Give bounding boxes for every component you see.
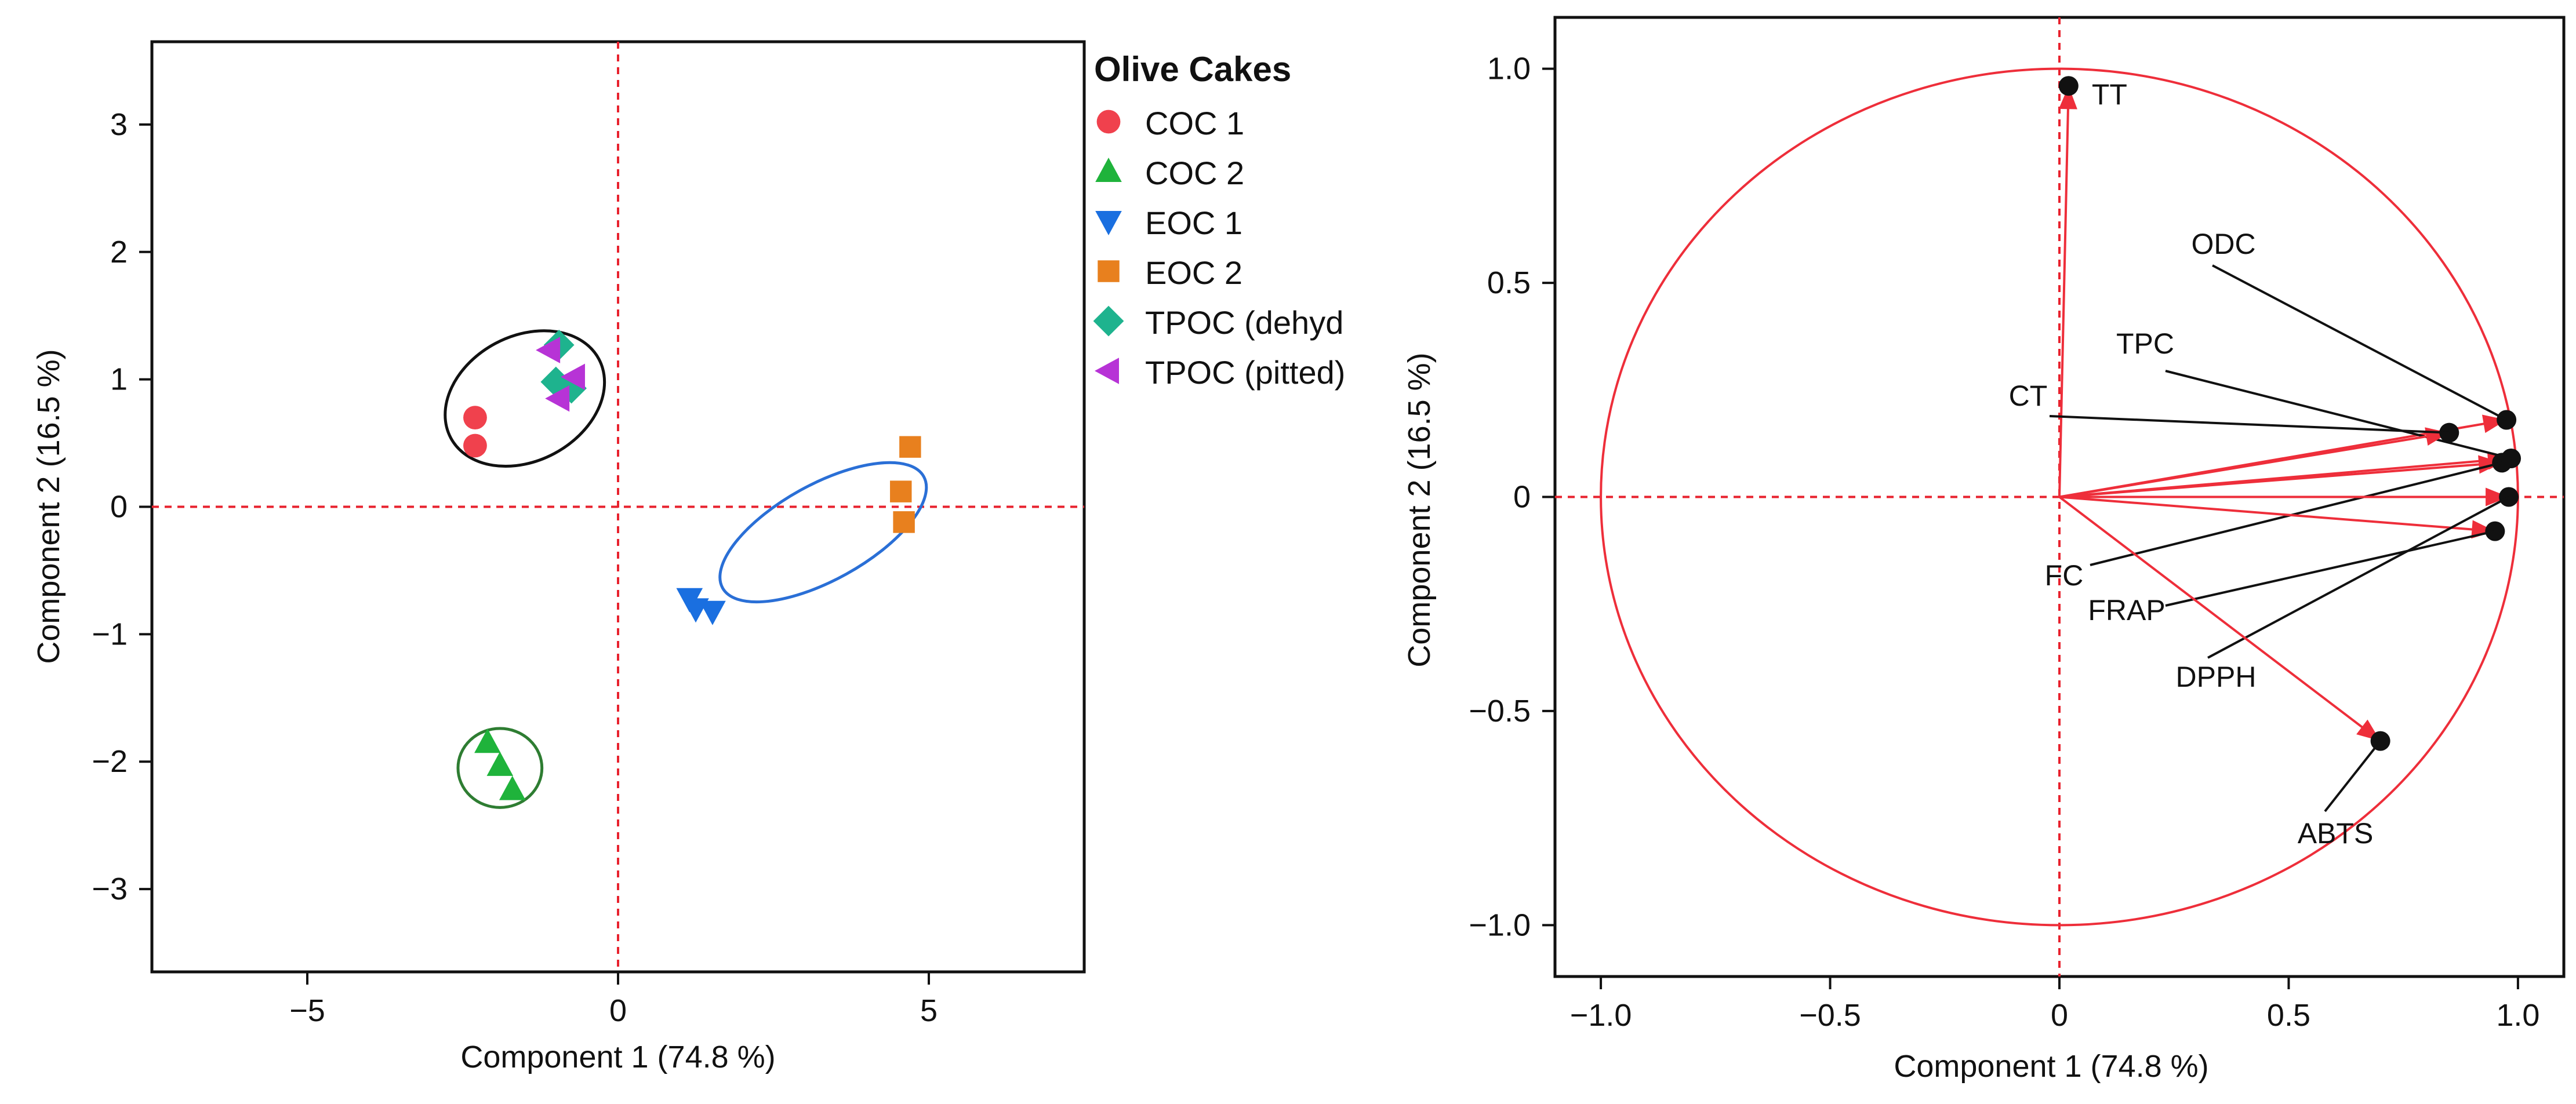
score-point-s3-p1 (890, 480, 912, 502)
score-point-s5-p2 (545, 385, 570, 412)
loading-arrow-FRAP (2059, 495, 2495, 533)
score-point-s3-p2 (893, 511, 915, 533)
loading-leader-DPPH (2207, 495, 2510, 659)
score-point-s1-p0 (474, 728, 501, 753)
score-point-s1-p1 (486, 751, 514, 776)
loading-arrow-TT (2058, 86, 2070, 497)
legend-entries: COC 1 COC 2 EOC 1 EOC 2 TPOC (dehyd TPOC (pit… (1093, 105, 1345, 391)
loading-leader-FC (2090, 461, 2502, 566)
score-point-s2-p2 (699, 600, 726, 625)
loading-label-ABTS: ABTS (2298, 817, 2374, 850)
legend-marker-3 (1098, 260, 1120, 282)
cluster-ellipse-2 (456, 727, 544, 809)
loading-y-tick-label-2: 0 (1513, 480, 1531, 515)
legend-label-1: COC 2 (1145, 155, 1244, 191)
loading-arrow-FC (2059, 461, 2502, 498)
legend-marker-0 (1096, 110, 1121, 134)
loading-plot-axes: −1.0 −0.5 0 0.5 1.0 −1.0 −0.5 0 0.5 1.0 (1469, 52, 2539, 1033)
loading-label-TT: TT (2092, 78, 2127, 111)
loading-y-tick-label-0: −1.0 (1469, 908, 1531, 942)
loading-y-tick-label-4: 1.0 (1487, 52, 1531, 86)
score-point-s0-p0 (463, 406, 487, 429)
loading-arrow-CT (2059, 431, 2450, 498)
loading-leader-ODC (2212, 264, 2508, 421)
loading-label-ODC: ODC (2191, 228, 2255, 260)
legend-label-0: COC 1 (1145, 105, 1244, 141)
loading-leader-ABTS (2324, 740, 2382, 812)
loading-x-tick-label-3: 0.5 (2267, 998, 2310, 1033)
score-plot: −5 0 5 −3 −2 −1 0 1 2 3 Component 1 (74.8 %) Comp… (31, 40, 1086, 1074)
loading-x-tick-label-0: −1.0 (1570, 998, 1632, 1033)
cluster-ellipse-1 (718, 461, 928, 604)
loading-x-tick-label-1: −0.5 (1799, 998, 1861, 1033)
loading-arrowhead-TT (2058, 86, 2077, 110)
loading-label-FC: FC (2045, 559, 2084, 592)
cluster-ellipse-0 (444, 329, 606, 468)
loading-arrowhead-DPPH (2486, 487, 2509, 507)
score-y-tick-label-4: 1 (110, 362, 128, 397)
legend-marker-5 (1095, 358, 1119, 384)
legend-title: Olive Cakes (1094, 50, 1291, 89)
score-point-s1-p2 (499, 775, 526, 800)
loading-leader-FRAP (2165, 530, 2495, 607)
score-point-s5-p0 (536, 337, 561, 363)
score-point-s3-p0 (899, 436, 921, 458)
score-y-tick-label-0: −3 (92, 872, 128, 906)
score-plot-content (152, 42, 1084, 972)
loading-y-tick-label-1: −0.5 (1469, 694, 1531, 728)
score-y-tick-label-5: 2 (110, 235, 128, 269)
loading-arrow-ABTS (2058, 495, 2381, 742)
score-x-tick-label-0: −5 (289, 993, 325, 1028)
loading-label-DPPH: DPPH (2176, 661, 2257, 693)
loading-label-TPC: TPC (2116, 327, 2174, 360)
score-y-axis-title: Component 2 (16.5 %) (31, 349, 66, 664)
legend: Olive Cakes COC 1 COC 2 EOC 1 EOC 2 TPOC (de… (1093, 50, 1345, 391)
legend-label-3: EOC 2 (1145, 254, 1242, 291)
legend-marker-2 (1095, 211, 1122, 235)
score-x-tick-label-2: 5 (920, 993, 938, 1028)
loading-label-FRAP: FRAP (2088, 594, 2165, 626)
loading-x-axis-title: Component 1 (74.8 %) (1894, 1049, 2208, 1084)
score-point-s0-p1 (463, 433, 487, 458)
loading-y-tick-label-3: 0.5 (1487, 265, 1531, 300)
loading-arrowhead-FRAP (2471, 520, 2495, 539)
legend-label-4: TPOC (dehyd (1145, 304, 1343, 341)
loading-x-tick-label-4: 1.0 (2496, 998, 2539, 1033)
legend-marker-4 (1093, 305, 1124, 337)
loading-x-tick-label-2: 0 (2051, 998, 2068, 1033)
score-y-tick-label-3: 0 (110, 490, 128, 524)
score-y-tick-label-2: −1 (92, 617, 128, 651)
loading-y-axis-title: Component 2 (16.5 %) (1402, 352, 1437, 667)
score-y-tick-label-1: −2 (92, 744, 128, 779)
score-y-tick-label-6: 3 (110, 107, 128, 142)
loading-label-CT: CT (2009, 380, 2048, 412)
loading-leader-TPC (2165, 370, 2512, 460)
legend-label-2: EOC 1 (1145, 205, 1242, 241)
legend-label-5: TPOC (pitted) (1145, 354, 1345, 391)
score-x-tick-label-1: 0 (609, 993, 627, 1028)
legend-marker-1 (1095, 158, 1122, 182)
loading-leader-CT (2049, 415, 2450, 434)
score-plot-axes: −5 0 5 −3 −2 −1 0 1 2 3 (92, 107, 938, 1028)
loading-point-TT (2058, 76, 2079, 96)
score-x-axis-title: Component 1 (74.8 %) (460, 1040, 775, 1074)
score-point-s5-p1 (560, 363, 585, 391)
